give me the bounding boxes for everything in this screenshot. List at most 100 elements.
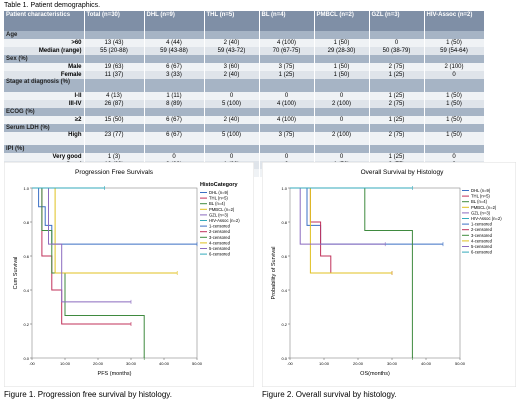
table-cell: 1 (3)	[84, 153, 145, 161]
x-tick-label: 20.00	[93, 361, 104, 366]
table-cell	[259, 79, 315, 92]
legend-entry: HIV-Assoc (n=2)	[209, 218, 240, 223]
table-cell: 6 (67)	[144, 132, 205, 145]
table-cell: 2 (40)	[204, 39, 260, 47]
table-cell	[204, 124, 260, 132]
table-cell: 0	[204, 92, 260, 100]
table-cell: 2 (40)	[204, 116, 260, 124]
demographics-table: Patient characteristics Total (n=30) DHL (…	[4, 11, 485, 177]
row-label: Median (range)	[4, 47, 85, 55]
table-cell: 1 (25)	[369, 71, 425, 79]
table-cell	[259, 108, 315, 116]
table-cell	[424, 31, 485, 39]
legend-entry: PMBCL (n=2)	[471, 205, 497, 210]
table-cell	[314, 31, 370, 39]
legend-entry: 3-censored	[471, 233, 493, 238]
table-row: High 23 (77) 6 (67) 5 (100) 3 (75) 2 (100) 2 (…	[4, 132, 485, 145]
table-cell	[84, 145, 145, 153]
figure2-caption: Figure 2. Overall survival by histology.	[262, 390, 397, 399]
table-cell	[424, 79, 485, 92]
legend-entry: 4-censored	[471, 238, 493, 243]
y-tick-label: 0.4	[23, 288, 29, 293]
table-cell: 4 (13)	[84, 92, 145, 100]
table-cell: 3 (33)	[144, 71, 205, 79]
x-tick-label: 20.00	[353, 361, 364, 366]
row-label: I-II	[4, 92, 85, 100]
table-cell	[369, 145, 425, 153]
x-tick-label: 40.00	[159, 361, 170, 366]
header-5: PMBCL (n=2)	[314, 11, 370, 31]
table-cell: 3 (60)	[204, 63, 260, 71]
y-tick-label: 0.0	[23, 356, 29, 361]
x-tick-label: 10.00	[319, 361, 330, 366]
table-cell: 4 (44)	[144, 39, 205, 47]
legend-entry: BL (n=4)	[209, 201, 226, 206]
table-cell: 5 (100)	[204, 100, 260, 108]
header-2: DHL (n=9)	[144, 11, 205, 31]
table-cell: 0	[144, 153, 205, 161]
legend-entry: 6-censored	[471, 250, 493, 255]
table-cell	[424, 145, 485, 153]
table-cell: 15 (50)	[84, 116, 145, 124]
table-cell	[369, 124, 425, 132]
table-cell	[204, 55, 260, 63]
table-cell: 4 (100)	[259, 116, 315, 124]
legend-entry: 1-censored	[209, 224, 231, 229]
legend-entry: 6-censored	[209, 252, 231, 257]
table-cell: 1 (50)	[314, 39, 370, 47]
table-cell: 1 (25)	[259, 71, 315, 79]
row-label: IPI (%)	[4, 145, 85, 153]
table-row: I-II 4 (13) 1 (11) 0 0 0 1 (25) 1 (50)	[4, 92, 485, 100]
table-cell	[144, 55, 205, 63]
table-caption: Table 1. Patient demographics.	[4, 2, 101, 9]
table-cell: 0	[314, 116, 370, 124]
header-7: HIV-Assoc (n=2)	[424, 11, 485, 31]
table-row: III-IV 26 (87) 8 (89) 5 (100) 4 (100) 2 (100)…	[4, 100, 485, 108]
table-cell: 1 (25)	[369, 116, 425, 124]
table-cell	[259, 55, 315, 63]
header-0: Patient characteristics	[4, 11, 85, 31]
table-cell	[314, 108, 370, 116]
table-cell: 26 (87)	[84, 100, 145, 108]
y-tick-label: 0.8	[23, 220, 29, 225]
table-row: >60 13 (43) 4 (44) 2 (40) 4 (100) 1 (50) 0 1 (5…	[4, 39, 485, 47]
table-row: Female 11 (37) 3 (33) 2 (40) 1 (25) 1 (50) 1 (…	[4, 71, 485, 79]
x-tick-label: 50.00	[192, 361, 203, 366]
table-cell	[144, 31, 205, 39]
table-cell: 3 (75)	[259, 63, 315, 71]
table-cell: 5 (100)	[204, 132, 260, 145]
table-cell	[204, 31, 260, 39]
row-label: Female	[4, 71, 85, 79]
table-cell	[369, 55, 425, 63]
table-cell: 1 (25)	[369, 153, 425, 161]
table-cell: 0	[314, 92, 370, 100]
table-cell	[144, 79, 205, 92]
row-label: Male	[4, 63, 85, 71]
table-cell: 2 (75)	[369, 63, 425, 71]
header-3: THL (n=5)	[204, 11, 260, 31]
legend-entry: THL (n=5)	[471, 194, 490, 199]
table-cell	[144, 145, 205, 153]
table-cell	[204, 145, 260, 153]
x-axis-label: OS(months)	[360, 371, 390, 377]
table-cell: 0	[314, 153, 370, 161]
table-cell	[369, 31, 425, 39]
legend-entry: THL (n=5)	[209, 196, 228, 201]
table-cell	[369, 108, 425, 116]
table-cell	[144, 124, 205, 132]
table-cell	[259, 31, 315, 39]
row-label: Sex (%)	[4, 55, 85, 63]
table-row: Male 19 (63) 6 (67) 3 (60) 3 (75) 1 (50) 2 (75…	[4, 63, 485, 71]
y-tick-label: 0.6	[23, 254, 29, 259]
x-tick-label: 40.00	[421, 361, 432, 366]
table-cell	[314, 79, 370, 92]
row-label: Age	[4, 31, 85, 39]
x-tick-label: .00	[29, 361, 35, 366]
legend-entry: 4-censored	[209, 240, 231, 245]
pfs-chart: Progression Free Survivals 0.0 0.2 0.4 0.6 0.…	[3, 161, 255, 388]
table-cell	[84, 55, 145, 63]
x-tick-label: 30.00	[126, 361, 137, 366]
table-cell: 2 (100)	[314, 100, 370, 108]
table-cell: 0	[424, 71, 485, 79]
table-cell	[259, 145, 315, 153]
